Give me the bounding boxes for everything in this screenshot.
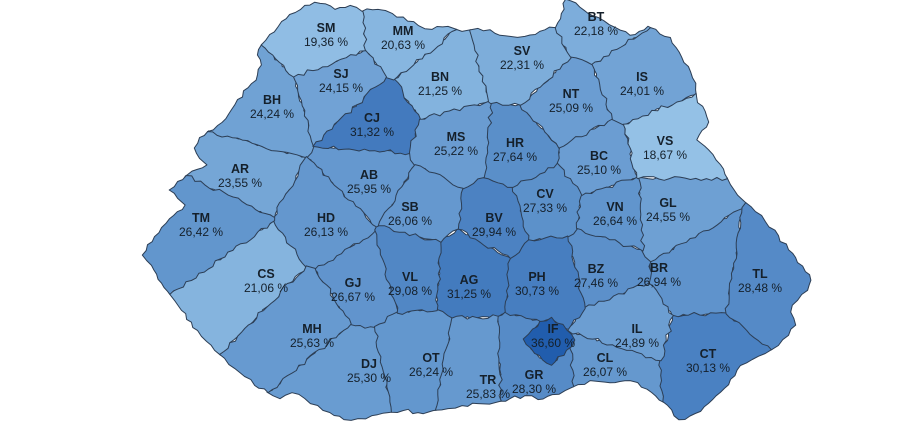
svg-text:CS: CS [257, 267, 274, 281]
svg-text:27,33 %: 27,33 % [523, 201, 567, 215]
svg-text:MS: MS [447, 130, 466, 144]
svg-text:25,83 %: 25,83 % [466, 387, 510, 401]
svg-text:CJ: CJ [364, 111, 380, 125]
svg-text:VL: VL [402, 270, 418, 284]
svg-text:25,30 %: 25,30 % [347, 371, 391, 385]
svg-text:27,46 %: 27,46 % [574, 276, 618, 290]
svg-text:GR: GR [525, 368, 544, 382]
svg-text:27,64 %: 27,64 % [493, 150, 537, 164]
svg-text:26,67 %: 26,67 % [331, 290, 375, 304]
svg-text:NT: NT [563, 87, 580, 101]
svg-text:30,13 %: 30,13 % [686, 361, 730, 375]
svg-text:21,25 %: 21,25 % [418, 84, 462, 98]
svg-text:DJ: DJ [361, 357, 377, 371]
svg-text:BZ: BZ [588, 262, 605, 276]
svg-text:TM: TM [192, 211, 210, 225]
svg-text:GJ: GJ [345, 276, 362, 290]
svg-text:24,01 %: 24,01 % [620, 84, 664, 98]
svg-text:BH: BH [263, 93, 281, 107]
svg-text:AR: AR [231, 162, 249, 176]
svg-text:IL: IL [631, 322, 642, 336]
svg-text:24,15 %: 24,15 % [319, 81, 363, 95]
svg-text:CV: CV [536, 187, 554, 201]
svg-text:22,18 %: 22,18 % [574, 24, 618, 38]
svg-text:24,24 %: 24,24 % [250, 107, 294, 121]
svg-text:25,09 %: 25,09 % [549, 101, 593, 115]
svg-text:SJ: SJ [333, 67, 348, 81]
svg-text:IS: IS [636, 70, 648, 84]
svg-text:18,67 %: 18,67 % [643, 148, 687, 162]
svg-text:VN: VN [606, 200, 623, 214]
svg-text:26,13 %: 26,13 % [304, 225, 348, 239]
svg-text:GL: GL [659, 196, 677, 210]
svg-text:OT: OT [422, 351, 440, 365]
svg-text:24,89 %: 24,89 % [615, 336, 659, 350]
svg-text:26,94 %: 26,94 % [637, 275, 681, 289]
svg-text:CT: CT [700, 347, 717, 361]
svg-text:SM: SM [317, 21, 336, 35]
svg-text:MM: MM [393, 24, 414, 38]
svg-text:VS: VS [657, 134, 674, 148]
svg-text:30,73 %: 30,73 % [515, 284, 559, 298]
svg-text:25,63 %: 25,63 % [290, 336, 334, 350]
svg-text:25,95 %: 25,95 % [347, 182, 391, 196]
svg-text:BC: BC [590, 149, 608, 163]
svg-text:BV: BV [485, 211, 503, 225]
svg-text:TR: TR [480, 373, 497, 387]
svg-text:CL: CL [597, 351, 614, 365]
svg-text:20,63 %: 20,63 % [381, 38, 425, 52]
svg-text:HD: HD [317, 211, 335, 225]
svg-text:MH: MH [302, 322, 321, 336]
svg-text:19,36 %: 19,36 % [304, 35, 348, 49]
svg-text:25,10 %: 25,10 % [577, 163, 621, 177]
svg-text:25,22 %: 25,22 % [434, 144, 478, 158]
svg-text:21,06 %: 21,06 % [244, 281, 288, 295]
svg-text:BR: BR [650, 261, 668, 275]
svg-text:AG: AG [460, 273, 479, 287]
svg-text:28,48 %: 28,48 % [738, 281, 782, 295]
svg-text:31,32 %: 31,32 % [350, 125, 394, 139]
svg-text:29,08 %: 29,08 % [388, 284, 432, 298]
svg-text:IF: IF [547, 322, 558, 336]
svg-text:29,94 %: 29,94 % [472, 225, 516, 239]
svg-text:26,06 %: 26,06 % [388, 214, 432, 228]
svg-text:26,64 %: 26,64 % [593, 214, 637, 228]
svg-text:BT: BT [588, 10, 605, 24]
svg-text:26,07 %: 26,07 % [583, 365, 627, 379]
svg-text:TL: TL [752, 267, 768, 281]
svg-text:23,55 %: 23,55 % [218, 176, 262, 190]
svg-text:24,55 %: 24,55 % [646, 210, 690, 224]
svg-text:22,31 %: 22,31 % [500, 58, 544, 72]
svg-text:HR: HR [506, 136, 524, 150]
svg-text:PH: PH [528, 270, 545, 284]
svg-text:SB: SB [401, 200, 418, 214]
svg-text:BN: BN [431, 70, 449, 84]
svg-text:26,24 %: 26,24 % [409, 365, 453, 379]
svg-text:31,25 %: 31,25 % [447, 287, 491, 301]
svg-text:36,60 %: 36,60 % [531, 336, 575, 350]
svg-text:26,42 %: 26,42 % [179, 225, 223, 239]
svg-text:SV: SV [514, 44, 531, 58]
svg-text:28,30 %: 28,30 % [512, 382, 556, 396]
svg-text:AB: AB [360, 168, 378, 182]
